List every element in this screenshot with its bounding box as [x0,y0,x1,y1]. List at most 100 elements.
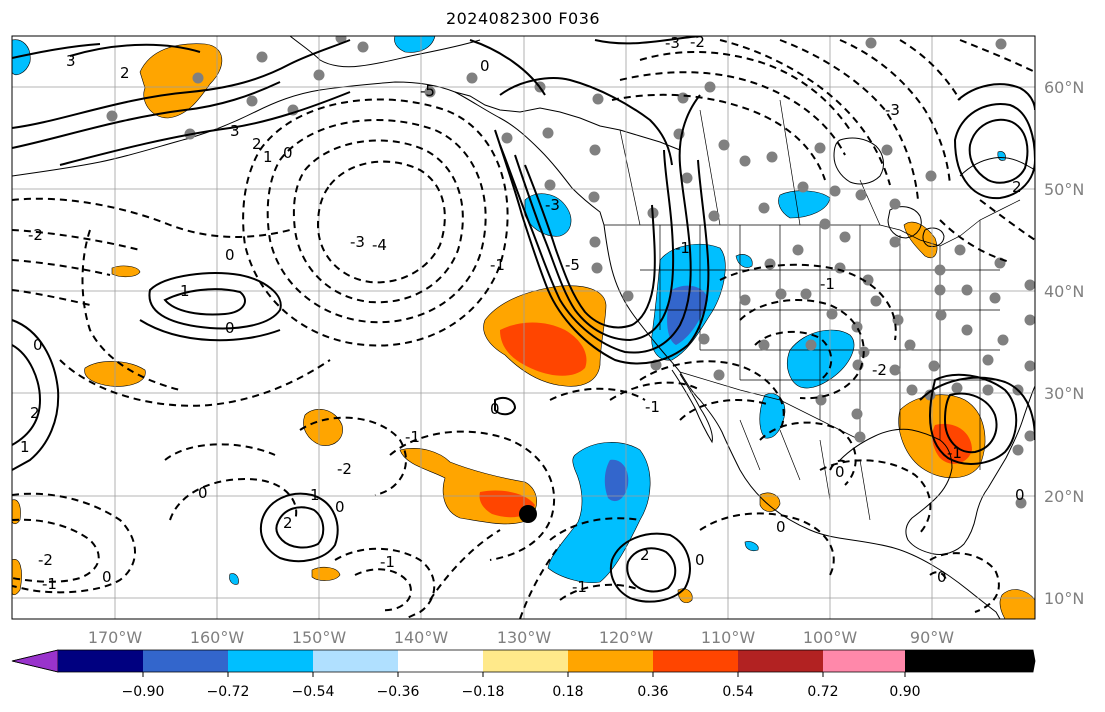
contour-label: 0 [937,568,947,586]
contour-label: -4 [372,236,387,254]
contour-label: -2 [872,361,887,379]
lat-tick-label: 50°N [1044,180,1084,199]
blue-region-small-1 [229,573,239,585]
contour-label: 0 [1015,486,1025,504]
lon-tick-labels: 170°W 160°W 150°W 140°W 130°W 120°W 110°… [88,628,954,647]
contour-label: 0 [225,246,235,264]
blue-region-bc [524,193,572,237]
contour-label: 2 [30,404,40,422]
contour-label: -2 [38,551,53,569]
contour-label: -3 [665,34,680,52]
contour-label: 2 [640,546,650,564]
contour-label: 3 [66,52,76,70]
colorbar-label: −0.18 [462,684,505,700]
blue-region-small-4 [997,151,1006,161]
contour-label: 0 [835,463,845,481]
colorbar-outline [11,649,1036,673]
contour-label: 0 [490,400,500,418]
contour-label: 0 [480,57,490,75]
positive-contours [12,39,1035,603]
zero-contours [469,36,701,96]
hudson-bay [833,137,884,185]
contour-label: 2 [120,64,130,82]
colorbar: −0.90 −0.72 −0.54 −0.36 −0.18 0.18 0.36 … [11,649,1036,700]
contour-label: -1 [42,575,57,593]
baja-peninsula [671,369,713,444]
contour-label: -2 [690,33,705,51]
contour-label: 2 [252,135,262,153]
contour-label: -1 [675,239,690,257]
map-frame [11,35,1036,620]
contour-label: -1 [380,553,395,571]
shaded-field [12,36,1035,619]
colorbar-label: 0.72 [807,684,838,700]
contour-label: -1 [645,398,660,416]
colorbar-segment [58,650,143,672]
orange-region-small-4 [999,589,1035,619]
orange-region-small-2 [759,492,781,512]
lat-tick-label: 20°N [1044,487,1084,506]
contour-label: 0 [695,551,705,569]
highlight-point [519,505,537,523]
lat-tick-label: 40°N [1044,282,1084,301]
contour-label: 0 [335,498,345,516]
colorbar-extend-high [905,650,1035,672]
contour-label: -3 [885,101,900,119]
contour-label: -5 [420,82,435,100]
red-region-offshore-ca [500,322,587,376]
contour-label: -1 [820,275,835,293]
contour-label: 0 [225,319,235,337]
colorbar-label: 0.54 [722,684,753,700]
contour-label: 0 [776,518,786,536]
colorbar-segment [738,650,823,672]
blue-region-texas [759,393,786,439]
contour-label: -3 [545,196,560,214]
lon-tick-label: 110°W [701,628,756,647]
contour-label: 1 [180,282,190,300]
colorbar-segment [398,650,483,672]
colorbar-segment [823,650,905,672]
colorbar-ticks [142,672,906,677]
contour-label: 1 [310,486,320,504]
indigo-region-tropics [604,459,629,502]
contour-label: -2 [337,460,352,478]
alaska-coastline [12,81,605,226]
canada-inland [454,91,681,151]
lon-tick-label: 130°W [497,628,552,647]
lon-tick-label: 140°W [394,628,449,647]
gulf-coast [839,428,989,555]
contour-label: 0 [102,568,112,586]
colorbar-extend-low [11,649,59,673]
contour-label: -2 [28,226,43,244]
colorbar-segment [143,650,228,672]
contour-label: 1 [20,438,30,456]
political-borders [604,99,1021,521]
lon-tick-label: 90°W [910,628,954,647]
colorbar-segment [568,650,653,672]
lon-tick-label: 160°W [190,628,245,647]
contour-label: -1 [490,256,505,274]
contour-label: 1 [263,148,273,166]
lon-tick-label: 120°W [599,628,654,647]
contour-label: -5 [565,256,580,274]
lat-tick-label: 60°N [1044,78,1084,97]
colorbar-segment [483,650,568,672]
contour-label: 3 [230,122,240,140]
canada-provinces [619,99,881,226]
east-canada-coast [959,157,1035,177]
lon-tick-label: 100°W [803,628,858,647]
colorbar-segment [228,650,313,672]
colorbar-label: 0.90 [889,684,920,700]
contour-label: 0 [283,144,293,162]
contour-label: -3 [350,233,365,251]
contour-label: 0 [33,336,43,354]
orange-region-central-pacific [303,408,343,446]
contours [12,36,1035,619]
contour-label: -1 [405,428,420,446]
colorbar-label: −0.90 [122,684,165,700]
great-lakes [887,206,945,247]
blue-region-top-2 [12,39,31,75]
contour-label: -1 [947,444,962,462]
blue-region-small-2 [744,541,759,552]
blue-region-top-1 [394,36,436,53]
